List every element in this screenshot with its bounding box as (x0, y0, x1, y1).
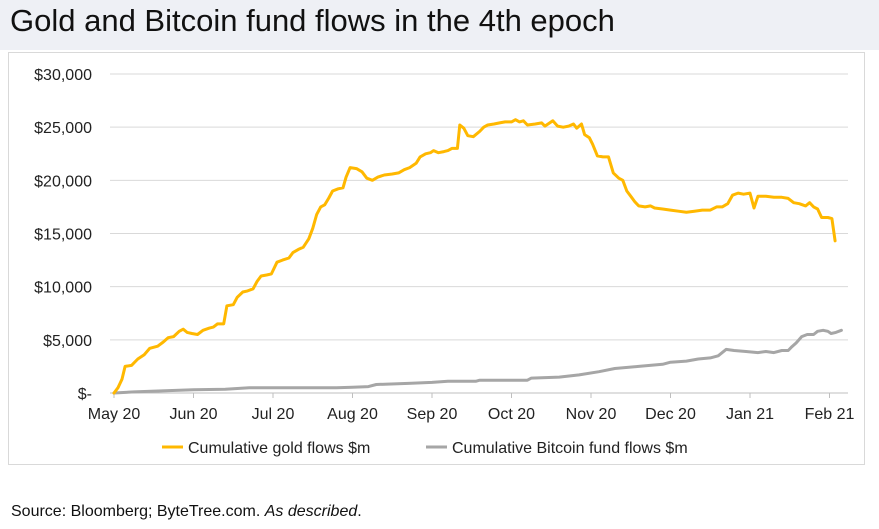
y-tick-label: $10,000 (34, 280, 92, 297)
x-tick-label: Jun 20 (169, 406, 217, 423)
x-tick-label: Dec 20 (645, 406, 696, 423)
legend-label: Cumulative gold flows $m (188, 440, 370, 457)
legend: Cumulative gold flows $m Cumulative Bitco… (162, 440, 688, 457)
x-axis-ticks: May 20 Jun 20 Jul 20 Aug 20 Sep 20 Oct 20 Nov … (88, 393, 855, 423)
x-tick-label: May 20 (88, 406, 141, 423)
y-axis-ticks: $- $5,000 $10,000 $15,000 $20,000 $25,000 $30,… (34, 67, 92, 403)
x-tick-label: Oct 20 (488, 406, 535, 423)
chart-title: Gold and Bitcoin fund flows in the 4th e… (10, 3, 615, 38)
y-tick-label: $25,000 (34, 120, 92, 137)
x-tick-label: Sep 20 (407, 406, 458, 423)
series-line-0 (112, 118, 837, 395)
x-tick-label: Feb 21 (805, 406, 855, 423)
x-tick-label: Jul 20 (252, 406, 295, 423)
source-text: Source: Bloomberg; ByteTree.com. (11, 503, 261, 520)
y-tick-label: $5,000 (43, 333, 92, 350)
source-note: Source: Bloomberg; ByteTree.com. As desc… (11, 503, 362, 521)
y-tick-label: $20,000 (34, 173, 92, 190)
title-band (0, 0, 879, 50)
x-tick-label: Aug 20 (327, 406, 378, 423)
source-italic: As described (264, 503, 358, 520)
chart-panel (8, 52, 865, 465)
x-tick-label: Jan 21 (726, 406, 774, 423)
y-tick-label: $30,000 (34, 67, 92, 84)
y-tick-label: $- (78, 386, 92, 403)
source-end: . (357, 503, 362, 520)
legend-label: Cumulative Bitcoin fund flows $m (452, 440, 688, 457)
x-tick-label: Nov 20 (566, 406, 617, 423)
series-lines (112, 118, 843, 395)
gridlines (110, 73, 848, 394)
series-line-1 (112, 328, 843, 395)
y-tick-label: $15,000 (34, 227, 92, 244)
